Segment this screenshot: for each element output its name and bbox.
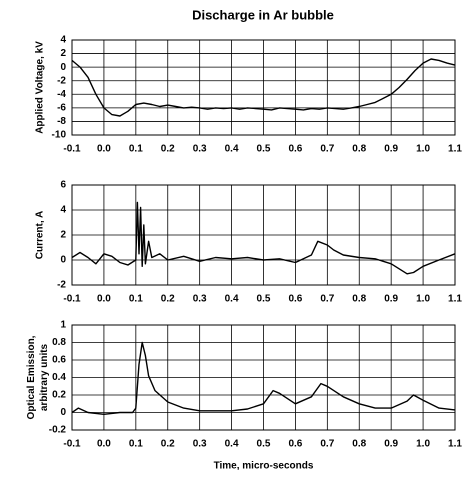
- line: [71, 201, 456, 275]
- x-tick-label: 0.0: [97, 144, 111, 155]
- x-tick-label: 0.9: [384, 294, 398, 305]
- y-tick-label: -2: [57, 75, 66, 86]
- y-tick-label: -2: [57, 280, 66, 291]
- plot-frame: [71, 324, 456, 431]
- y-tick-label: 0: [60, 407, 66, 418]
- x-tick-label: 1.1: [448, 294, 462, 305]
- x-tick-label: 0.9: [384, 439, 398, 450]
- y-axis-label: arbitrary units: [39, 343, 50, 411]
- x-tick-label: 0.7: [320, 294, 334, 305]
- x-tick-label: 0.2: [161, 144, 175, 155]
- x-tick-label: 0.3: [193, 144, 207, 155]
- x-tick-label: 0.8: [352, 144, 366, 155]
- x-tick-label: 0.9: [384, 144, 398, 155]
- x-tick-label: 0.1: [129, 439, 143, 450]
- x-tick-label: 0.2: [161, 439, 175, 450]
- x-tick-label: 1.0: [416, 144, 430, 155]
- y-tick-label: 1: [60, 320, 66, 331]
- x-tick-label: 1.1: [448, 144, 462, 155]
- y-tick-label: 4: [60, 205, 66, 216]
- x-tick-label: 0.5: [257, 439, 271, 450]
- y-tick-label: 0.2: [52, 390, 66, 401]
- x-tick-label: 0.1: [129, 294, 143, 305]
- plot-frame: [71, 39, 456, 136]
- x-tick-label: 0.6: [288, 144, 302, 155]
- y-tick-label: 0: [60, 62, 66, 73]
- x-tick-label: 0.4: [225, 294, 239, 305]
- y-tick-label: -4: [57, 89, 66, 100]
- y-tick-label: 2: [60, 48, 66, 59]
- y-tick-label: -6: [57, 102, 66, 113]
- y-tick-label: 0: [60, 255, 66, 266]
- plot-frame: [71, 184, 456, 286]
- x-tick-label: 0.4: [225, 144, 239, 155]
- x-tick-label: 0.5: [257, 144, 271, 155]
- x-tick-label: 0.7: [320, 439, 334, 450]
- x-tick-label: 0.8: [352, 439, 366, 450]
- x-tick-label: -0.1: [63, 439, 81, 450]
- x-tick-label: 0.2: [161, 294, 175, 305]
- y-tick-label: 2: [60, 230, 66, 241]
- y-tick-label: -8: [57, 116, 66, 127]
- y-axis-label: Current, A: [35, 211, 46, 260]
- x-tick-label: -0.1: [63, 294, 81, 305]
- x-tick-label: 0.0: [97, 439, 111, 450]
- y-tick-label: 0.8: [52, 337, 66, 348]
- chart-title: Discharge in Ar bubble: [192, 7, 334, 22]
- x-tick-label: 0.4: [225, 439, 239, 450]
- y-tick-label: -0.2: [49, 425, 67, 436]
- y-axis-label: Optical Emission,: [26, 335, 37, 419]
- x-tick-label: 1.1: [448, 439, 462, 450]
- y-tick-label: 0.4: [52, 372, 66, 383]
- x-tick-label: 0.0: [97, 294, 111, 305]
- x-tick-label: 0.8: [352, 294, 366, 305]
- y-tick-label: 4: [60, 35, 66, 46]
- x-tick-label: 1.0: [416, 439, 430, 450]
- y-tick-label: 6: [60, 180, 66, 191]
- y-tick-label: -10: [52, 130, 67, 141]
- x-tick-label: 0.5: [257, 294, 271, 305]
- x-tick-label: 0.7: [320, 144, 334, 155]
- y-tick-label: 0.6: [52, 355, 66, 366]
- x-tick-label: 0.6: [288, 439, 302, 450]
- y-axis-label: Applied Voltage, kV: [35, 41, 46, 134]
- x-tick-label: 0.1: [129, 144, 143, 155]
- x-tick-label: 0.6: [288, 294, 302, 305]
- line: [71, 341, 456, 415]
- x-tick-label: 0.3: [193, 439, 207, 450]
- x-tick-label: -0.1: [63, 144, 81, 155]
- x-tick-label: 1.0: [416, 294, 430, 305]
- x-axis-label: Time, micro-seconds: [214, 461, 314, 472]
- line: [71, 58, 456, 117]
- x-tick-label: 0.3: [193, 294, 207, 305]
